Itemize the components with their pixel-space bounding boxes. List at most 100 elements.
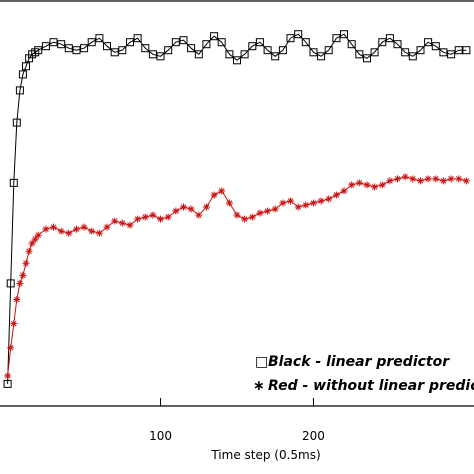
data-point-asterisk (310, 199, 317, 207)
data-point-square (64, 44, 73, 53)
data-point-square (401, 48, 410, 57)
data-point-asterisk (88, 227, 96, 235)
data-point-square (263, 46, 272, 55)
data-point-square (126, 38, 134, 47)
x-axis-title: Time step (0.5ms) (210, 448, 320, 462)
data-point-asterisk (409, 175, 417, 183)
data-point-square (347, 40, 356, 49)
legend-label-red: Red - without linear predictor (268, 378, 474, 394)
data-point-asterisk (42, 225, 50, 233)
data-point-square (439, 48, 448, 57)
data-point-square (363, 54, 371, 63)
data-point-square (87, 38, 96, 47)
data-point-asterisk (264, 207, 272, 215)
data-point-asterisk (180, 203, 187, 211)
data-point-asterisk (57, 227, 65, 235)
data-point-square (15, 86, 24, 95)
data-point-square (378, 38, 387, 47)
data-point-square (103, 42, 111, 51)
data-point-square (80, 44, 89, 53)
data-point-asterisk (25, 247, 33, 255)
data-point-square (301, 38, 310, 47)
data-point-square (233, 56, 241, 65)
data-point-square (340, 30, 348, 39)
data-point-square (18, 70, 27, 79)
data-point-asterisk (172, 207, 180, 215)
data-point-asterisk (218, 187, 226, 195)
data-point-asterisk (80, 223, 88, 231)
data-point-square (447, 50, 456, 59)
series-line-0 (7, 33, 467, 384)
data-point-square (248, 42, 257, 51)
data-point-asterisk (134, 215, 142, 223)
data-point-asterisk (401, 173, 409, 181)
data-point-asterisk (10, 320, 18, 328)
data-point-asterisk (332, 191, 340, 199)
data-point-square (454, 46, 463, 55)
data-point-square (41, 42, 50, 51)
data-point-asterisk (7, 344, 15, 352)
data-point-square (22, 62, 30, 71)
data-point-square (202, 40, 211, 49)
data-point-asterisk (95, 229, 103, 237)
data-point-asterisk (348, 181, 356, 189)
data-point-square (462, 46, 471, 55)
data-point-asterisk (432, 175, 440, 183)
data-point-square (118, 46, 127, 55)
data-point-square (171, 38, 180, 47)
data-point-square (408, 52, 417, 61)
data-point-asterisk (118, 219, 126, 227)
data-point-asterisk (141, 213, 149, 221)
data-point-asterisk (439, 177, 447, 185)
data-point-asterisk (340, 187, 348, 195)
data-point-square (141, 44, 150, 53)
data-point-square (332, 34, 341, 43)
plot-area (0, 0, 474, 406)
data-point-asterisk (164, 213, 172, 221)
data-point-square (72, 46, 81, 55)
legend-label-black: Black - linear predictor (268, 354, 450, 370)
data-point-square (286, 34, 295, 43)
data-point-square (187, 44, 196, 53)
data-point-square (416, 46, 425, 55)
data-point-square (210, 32, 219, 41)
data-point-asterisk (233, 211, 241, 219)
data-point-square (424, 38, 433, 47)
data-point-asterisk (103, 223, 111, 231)
x-tick-label: 100 (149, 429, 172, 443)
data-point-asterisk (157, 215, 164, 223)
data-point-square (431, 42, 440, 51)
data-point-square (370, 48, 379, 57)
data-point-square (355, 50, 364, 59)
data-point-asterisk (256, 209, 264, 217)
data-point-asterisk (22, 259, 30, 267)
data-point-asterisk (462, 177, 470, 185)
data-point-square (255, 38, 264, 47)
data-point-asterisk (417, 177, 424, 185)
data-point-square (385, 34, 394, 43)
data-point-asterisk (65, 229, 73, 237)
data-point-square (240, 50, 249, 59)
x-ticks: 100 200 (149, 398, 325, 443)
data-point-square (179, 36, 188, 45)
data-point-asterisk (294, 203, 302, 211)
data-point-square (393, 40, 402, 49)
data-point-asterisk (279, 199, 287, 207)
series-layer (3, 30, 471, 388)
data-point-square (217, 38, 226, 47)
data-point-asterisk (355, 179, 363, 187)
data-point-square (6, 279, 15, 288)
data-point-asterisk (325, 195, 333, 203)
data-point-asterisk (149, 211, 157, 219)
data-point-square (3, 379, 12, 388)
data-point-square (9, 178, 18, 187)
data-point-asterisk (111, 217, 119, 225)
data-point-asterisk (271, 205, 279, 213)
data-point-square (133, 34, 142, 43)
data-point-square (156, 52, 165, 61)
data-point-asterisk (248, 213, 256, 221)
data-point-asterisk (19, 271, 27, 279)
data-point-asterisk (302, 201, 310, 209)
data-point-asterisk (50, 223, 57, 231)
